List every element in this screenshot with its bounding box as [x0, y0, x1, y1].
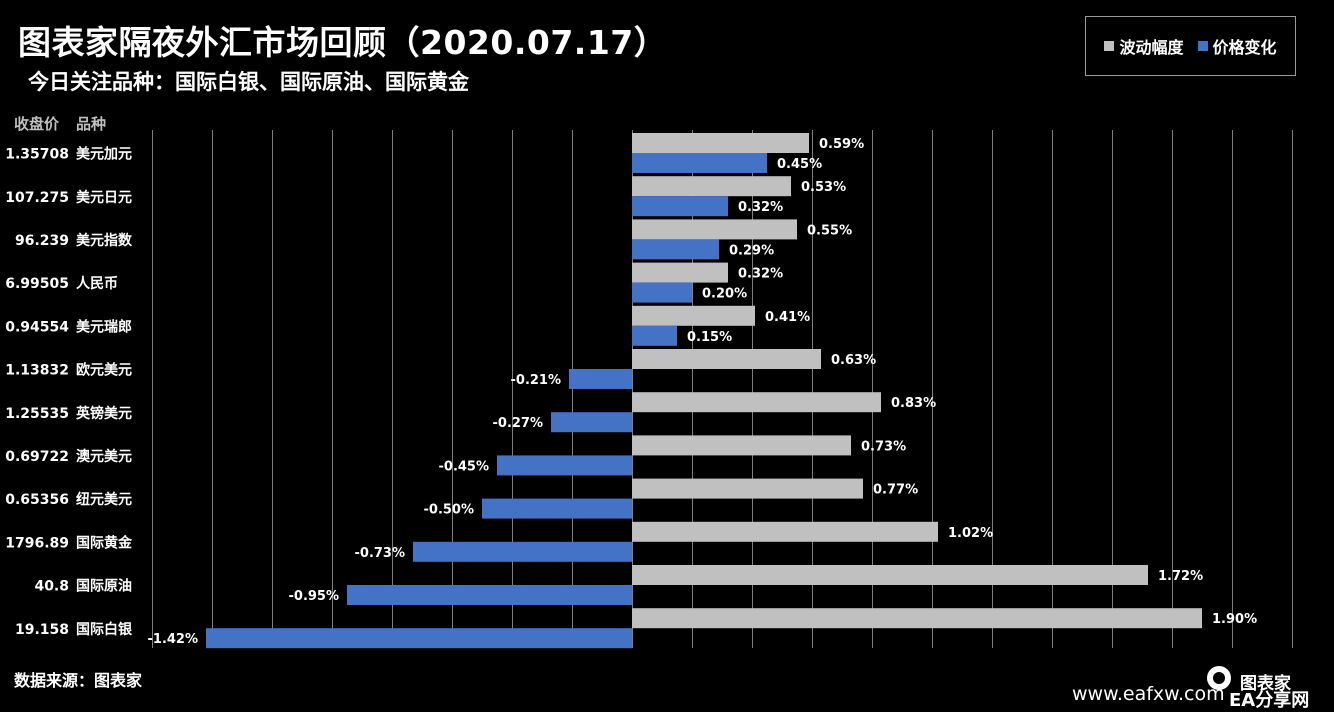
close-price-label: 0.65356	[5, 492, 69, 508]
brand-logo-icon	[1205, 664, 1233, 692]
price-change-bar	[551, 412, 632, 433]
price-change-bar	[413, 541, 632, 562]
category-label: 美元日元	[76, 189, 132, 206]
volatility-value-label: 0.73%	[861, 439, 906, 454]
price-change-bar	[632, 282, 692, 303]
watermark-url: www.eafxw.com	[1072, 683, 1225, 705]
price-change-value-label: 0.20%	[702, 287, 747, 302]
volatility-bar	[632, 349, 821, 369]
close-price-label: 0.69722	[5, 449, 69, 465]
price-change-value-label: -0.21%	[511, 373, 562, 388]
volatility-bar	[632, 478, 863, 499]
legend-label-price-change: 价格变化	[1212, 38, 1277, 57]
volatility-value-label: 0.32%	[738, 267, 783, 282]
category-label: 国际原油	[76, 578, 132, 595]
volatility-value-label: 1.72%	[1158, 569, 1203, 584]
legend-swatch-price-change	[1197, 41, 1208, 51]
category-label: 美元加元	[76, 146, 132, 163]
volatility-value-label: 1.90%	[1212, 612, 1257, 627]
close-price-label: 19.158	[15, 622, 69, 638]
category-label: 纽元美元	[76, 491, 132, 508]
price-change-value-label: 0.29%	[729, 243, 774, 258]
price-change-bar	[206, 628, 632, 649]
price-change-bar	[497, 455, 632, 476]
price-change-bar	[632, 153, 767, 173]
category-label: 美元瑞郎	[76, 318, 132, 335]
category-label: 国际白银	[76, 621, 133, 638]
price-change-value-label: 0.32%	[738, 200, 783, 215]
price-change-bar	[632, 325, 677, 346]
volatility-bar	[632, 262, 728, 283]
volatility-value-label: 0.83%	[891, 396, 936, 411]
volatility-bar	[632, 521, 938, 542]
volatility-bar	[632, 565, 1148, 585]
price-change-value-label: -0.27%	[493, 416, 544, 431]
header-instrument: 品种	[76, 115, 107, 133]
volatility-bar	[632, 219, 797, 240]
volatility-bar	[632, 133, 809, 153]
close-price-label: 1.35708	[5, 147, 69, 163]
legend-swatch-volatility	[1104, 41, 1115, 51]
close-price-label: 40.8	[34, 579, 69, 595]
chart-title: 图表家隔夜外汇市场回顾（2020.07.17）	[18, 23, 668, 62]
category-label: 澳元美元	[76, 448, 132, 465]
volatility-value-label: 0.41%	[765, 310, 810, 325]
price-change-bar	[347, 585, 632, 605]
legend-label-volatility: 波动幅度	[1119, 38, 1184, 57]
watermark-brand-sub: EA分享网	[1229, 690, 1310, 711]
volatility-value-label: 0.59%	[819, 137, 864, 152]
category-label: 欧元美元	[76, 362, 132, 379]
volatility-bar	[632, 176, 791, 197]
close-price-label: 1.25535	[5, 406, 69, 422]
close-price-label: 96.239	[15, 233, 69, 249]
price-change-value-label: 0.15%	[687, 330, 732, 345]
category-label: 国际黄金	[76, 534, 133, 551]
chart-subtitle: 今日关注品种：国际白银、国际原油、国际黄金	[28, 70, 469, 94]
volatility-value-label: 0.77%	[873, 483, 918, 498]
header-close-price: 收盘价	[14, 115, 60, 133]
price-change-bar	[482, 498, 632, 519]
price-change-bar	[632, 239, 719, 260]
volatility-bar	[632, 305, 755, 326]
price-change-value-label: 0.45%	[777, 157, 822, 172]
price-change-value-label: -0.45%	[439, 459, 490, 474]
price-change-bar	[632, 196, 728, 217]
close-price-label: 1796.89	[5, 535, 69, 551]
price-change-value-label: -1.42%	[148, 632, 199, 647]
volatility-value-label: 0.63%	[831, 353, 876, 368]
legend-item-volatility: 波动幅度	[1104, 34, 1184, 58]
close-price-label: 107.275	[5, 190, 69, 206]
volatility-bar	[632, 608, 1202, 629]
price-change-value-label: -0.73%	[355, 546, 406, 561]
volatility-value-label: 0.53%	[801, 180, 846, 195]
close-price-label: 1.13832	[5, 363, 69, 379]
volatility-bar	[632, 392, 881, 413]
volatility-value-label: 1.02%	[948, 526, 993, 541]
category-label: 美元指数	[76, 232, 133, 249]
price-change-bar	[569, 369, 632, 389]
close-price-label: 6.99505	[5, 276, 69, 292]
legend: 波动幅度 价格变化	[1085, 16, 1296, 76]
close-price-label: 0.94554	[5, 319, 69, 335]
legend-item-price-change: 价格变化	[1197, 34, 1277, 58]
category-label: 英镑美元	[75, 405, 132, 422]
category-label: 人民币	[76, 275, 118, 292]
price-change-value-label: -0.50%	[424, 503, 475, 518]
volatility-value-label: 0.55%	[807, 223, 852, 238]
watermark-brand: 图表家	[1240, 674, 1291, 694]
volatility-bar	[632, 435, 851, 456]
data-source: 数据来源：图表家	[14, 671, 143, 690]
price-change-value-label: -0.95%	[289, 589, 340, 604]
